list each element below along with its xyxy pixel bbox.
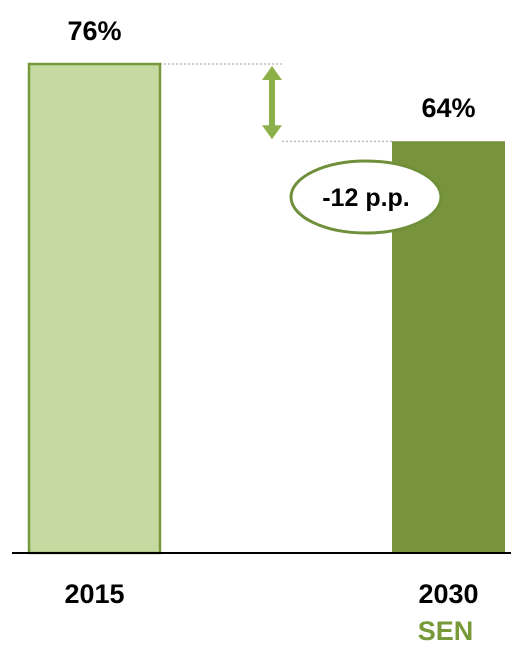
arrow-head-up: [262, 66, 282, 80]
value-label-2030: 64%: [421, 93, 475, 123]
category-label-2015: 2015: [64, 579, 124, 609]
difference-ellipse: [289, 159, 443, 235]
difference-label: -12 p.p.: [322, 184, 410, 212]
difference-arrow: [262, 66, 282, 140]
value-label-2015: 76%: [67, 16, 121, 46]
arrow-head-down: [262, 125, 282, 140]
category-sublabel-sen: SEN: [418, 616, 474, 645]
category-label-2030: 2030: [418, 579, 478, 609]
bar-2015: [27, 62, 162, 555]
